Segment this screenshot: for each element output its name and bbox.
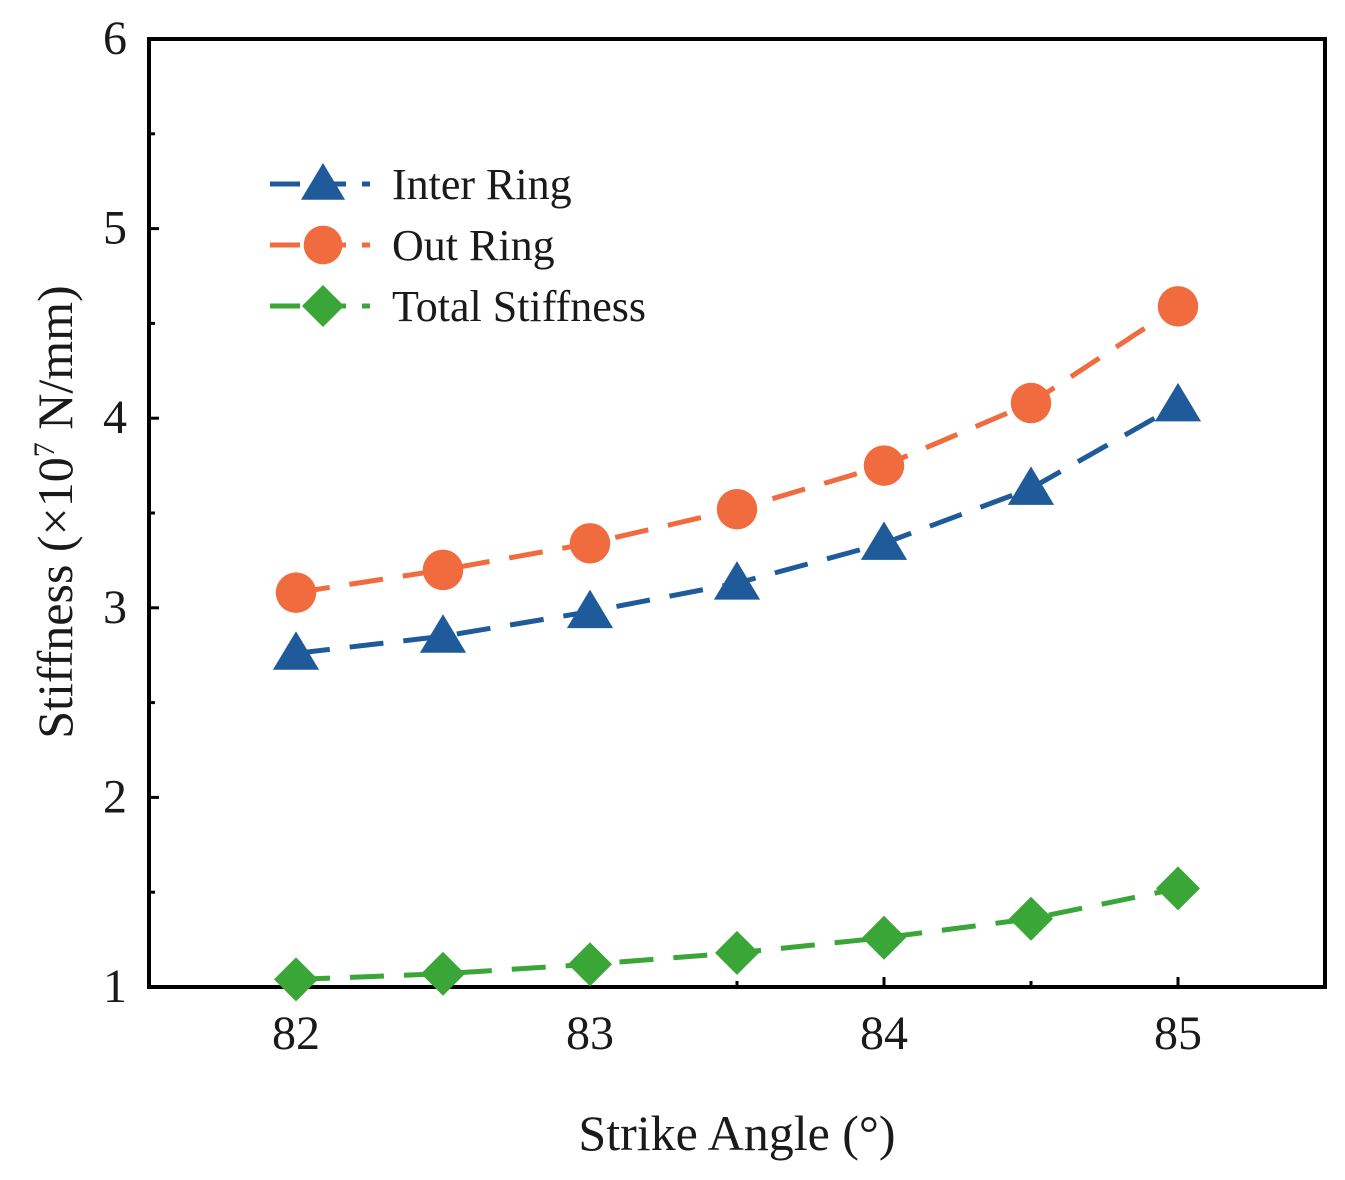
data-point-triangle [272,631,320,670]
data-point-circle [863,445,905,486]
series-inter-ring [272,382,1202,670]
data-point-diamond [274,957,318,1002]
legend-label: Out Ring [392,221,555,270]
y-axis-title: Stiffness (×107 N/mm) [27,285,83,738]
y-tick-label: 1 [103,960,127,1013]
x-tick-label: 85 [1154,1007,1202,1060]
y-tick-label: 2 [103,770,127,823]
legend-item: Inter Ring [270,160,572,209]
plot-area: 1 2 3 4 5 6 82 83 84 85 [103,12,1327,1060]
y-tick-label: 6 [103,12,127,65]
y-axis-title-suffix: N/mm) [27,285,83,442]
data-point-diamond [862,915,906,960]
legend-marker-triangle [300,163,346,200]
data-point-triangle [860,521,908,560]
data-point-triangle [1007,466,1055,505]
legend-label: Total Stiffness [392,282,646,331]
y-tick-label: 4 [103,391,127,444]
legend-marker-diamond [302,285,344,327]
data-point-circle [422,549,464,591]
legend-label: Inter Ring [392,160,572,209]
x-tick-label: 84 [860,1007,908,1060]
legend: Inter Ring Out Ring Total Stiffness [270,160,646,331]
series-out-ring [275,286,1199,613]
y-axis-title-prefix: Stiffness (×10 [27,457,83,738]
data-point-circle [275,572,317,613]
data-point-circle [1157,286,1199,327]
legend-marker-circle [303,225,343,265]
series-line [295,304,1180,596]
y-tick-label: 5 [103,202,127,255]
data-point-diamond [715,930,759,975]
data-point-diamond [421,951,465,996]
series-total-stiffness [274,866,1200,1002]
data-point-triangle [566,589,614,629]
y-tick-label: 3 [103,581,127,634]
legend-item: Total Stiffness [270,282,646,331]
series-layer [272,286,1202,1002]
data-point-circle [1010,382,1052,424]
data-point-circle [569,523,611,564]
legend-item: Out Ring [270,221,555,270]
y-axis-title-exponent: 7 [28,442,61,457]
data-point-diamond [1009,896,1053,941]
data-point-diamond [1156,866,1200,911]
x-tick-label: 82 [272,1007,320,1060]
data-point-triangle [713,561,761,600]
data-point-triangle [419,614,467,653]
x-axis-title: Strike Angle (°) [578,1105,895,1161]
data-point-diamond [568,942,612,987]
data-point-circle [716,488,758,530]
data-point-triangle [1154,382,1202,422]
x-tick-label: 83 [566,1007,614,1060]
